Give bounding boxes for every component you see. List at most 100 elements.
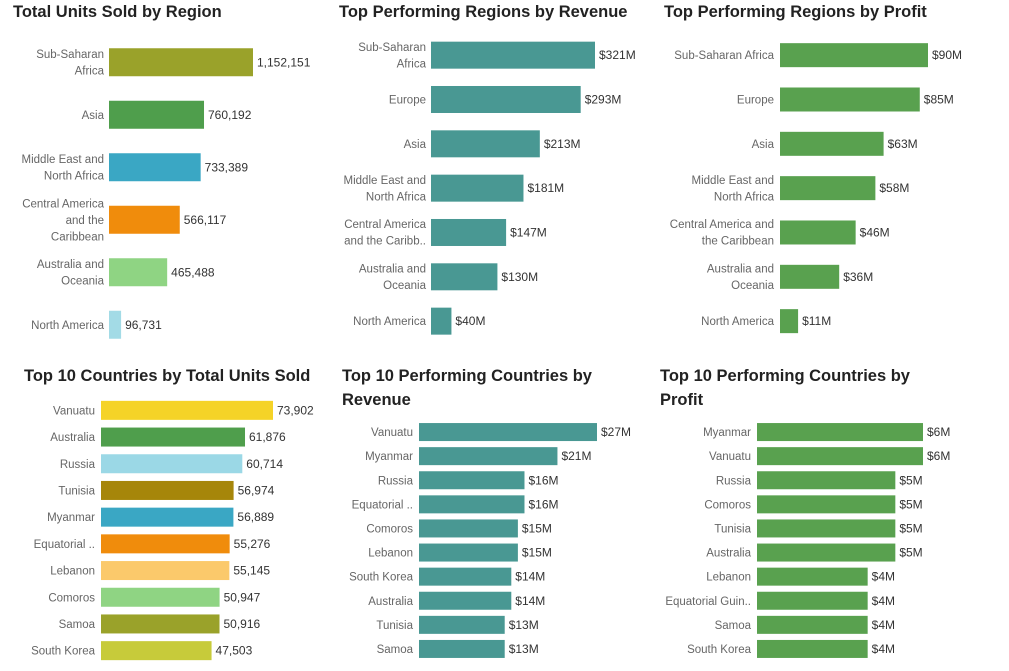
value-label: $90M [932, 48, 962, 62]
category-label: Australia [706, 548, 751, 560]
value-label: $58M [879, 181, 909, 195]
category-label: Sub-Saharan Africa [674, 50, 774, 62]
value-label: $16M [528, 497, 558, 511]
bar [780, 264, 840, 289]
value-label: 733,389 [205, 160, 249, 174]
bar [780, 43, 928, 68]
category-label: Central America and the Caribbean [22, 198, 104, 243]
category-label: Comoros [48, 592, 95, 604]
bar [101, 641, 212, 661]
category-label: Australia and Oceania [359, 264, 427, 293]
category-label: Myanmar [365, 451, 413, 463]
category-label: North America [701, 316, 774, 328]
category-label: Russia [60, 459, 96, 471]
bar [109, 310, 122, 339]
category-label: North America [31, 320, 104, 332]
category-label: Australia [368, 596, 413, 608]
category-label: Vanuatu [371, 427, 413, 439]
category-label: Australia and Oceania [37, 259, 105, 288]
value-label: $5M [899, 521, 922, 535]
value-label: $13M [509, 618, 539, 632]
value-label: 50,916 [224, 617, 261, 631]
bar [109, 258, 168, 287]
category-label: Tunisia [714, 523, 751, 535]
value-label: 96,731 [125, 318, 162, 332]
value-label: 566,117 [184, 213, 227, 227]
value-label: 47,503 [216, 644, 253, 658]
category-label: Tunisia [58, 485, 95, 497]
category-label: Tunisia [376, 620, 413, 632]
bar [757, 591, 868, 610]
category-label: Central America and the Caribb.. [344, 219, 426, 248]
value-label: 55,276 [234, 537, 271, 551]
value-label: $16M [528, 473, 558, 487]
profit-by-region-chart: Top Performing Regions by Profit Sub-Sah… [660, 0, 1009, 340]
bar [780, 309, 799, 334]
value-label: 1,152,151 [257, 55, 311, 69]
bar [419, 615, 505, 634]
bar [757, 471, 896, 490]
bar [757, 495, 896, 514]
chart-title-line: Revenue [342, 391, 411, 409]
bar [419, 519, 518, 538]
category-label: Samoa [715, 620, 752, 632]
value-label: $11M [802, 314, 831, 328]
value-label: $6M [927, 425, 950, 439]
category-label: Comoros [704, 499, 751, 511]
value-label: $130M [501, 270, 538, 284]
category-label: Middle East and North Africa [22, 154, 105, 183]
value-label: $15M [522, 521, 552, 535]
units-by-country-chart: Top 10 Countries by Total Units Sold Van… [0, 360, 330, 671]
category-label: Europe [389, 94, 426, 106]
value-label: $5M [899, 497, 922, 511]
value-label: $14M [515, 570, 545, 584]
category-label: Australia [50, 432, 95, 444]
bar [419, 423, 597, 442]
bar [757, 639, 868, 658]
value-label: $4M [872, 642, 895, 656]
value-label: $293M [585, 92, 622, 106]
bar [109, 48, 253, 77]
category-label: Vanuatu [53, 405, 95, 417]
category-label: South Korea [31, 646, 96, 658]
value-label: 61,876 [249, 430, 286, 444]
bar [757, 519, 896, 538]
bar [419, 591, 512, 610]
chart-title: Top 10 Performing Countries by Profit [660, 364, 910, 412]
category-label: Sub-Saharan Africa [36, 49, 104, 78]
value-label: 760,192 [208, 108, 252, 122]
bar [419, 543, 518, 562]
value-label: 56,889 [237, 510, 274, 524]
bar [101, 614, 220, 634]
bar [431, 218, 507, 246]
bar [101, 427, 246, 447]
category-label: Samoa [377, 644, 414, 656]
value-label: $5M [899, 473, 922, 487]
category-label: Equatorial Guin.. [665, 596, 751, 608]
bar [780, 131, 884, 156]
category-label: South Korea [349, 572, 414, 584]
bar [431, 307, 452, 335]
bar [757, 423, 923, 442]
category-label: Asia [752, 139, 775, 151]
value-label: $27M [601, 425, 631, 439]
value-label: $213M [544, 137, 581, 151]
bar [431, 41, 595, 69]
chart-plot: Sub-Saharan Africa $90M Europe $85M Asia $63M… [670, 43, 962, 334]
category-label: Vanuatu [709, 451, 751, 463]
bar [757, 615, 868, 634]
category-label: Sub-Saharan Africa [358, 42, 426, 71]
bar [109, 205, 180, 234]
revenue-by-region-chart: Top Performing Regions by Revenue Sub-Sa… [330, 0, 660, 340]
category-label: Lebanon [50, 566, 95, 578]
category-label: Equatorial .. [352, 499, 413, 511]
value-label: $4M [872, 618, 895, 632]
revenue-by-country-chart: Top 10 Performing Countries by Revenue V… [330, 360, 660, 671]
value-label: 465,488 [171, 265, 215, 279]
bar [101, 587, 220, 607]
value-label: $4M [872, 594, 895, 608]
value-label: $5M [899, 546, 922, 560]
units-by-region-chart: Total Units Sold by Region Sub-Saharan Af… [0, 0, 330, 340]
bar [101, 400, 273, 420]
chart-title: Top Performing Regions by Profit [664, 3, 927, 21]
